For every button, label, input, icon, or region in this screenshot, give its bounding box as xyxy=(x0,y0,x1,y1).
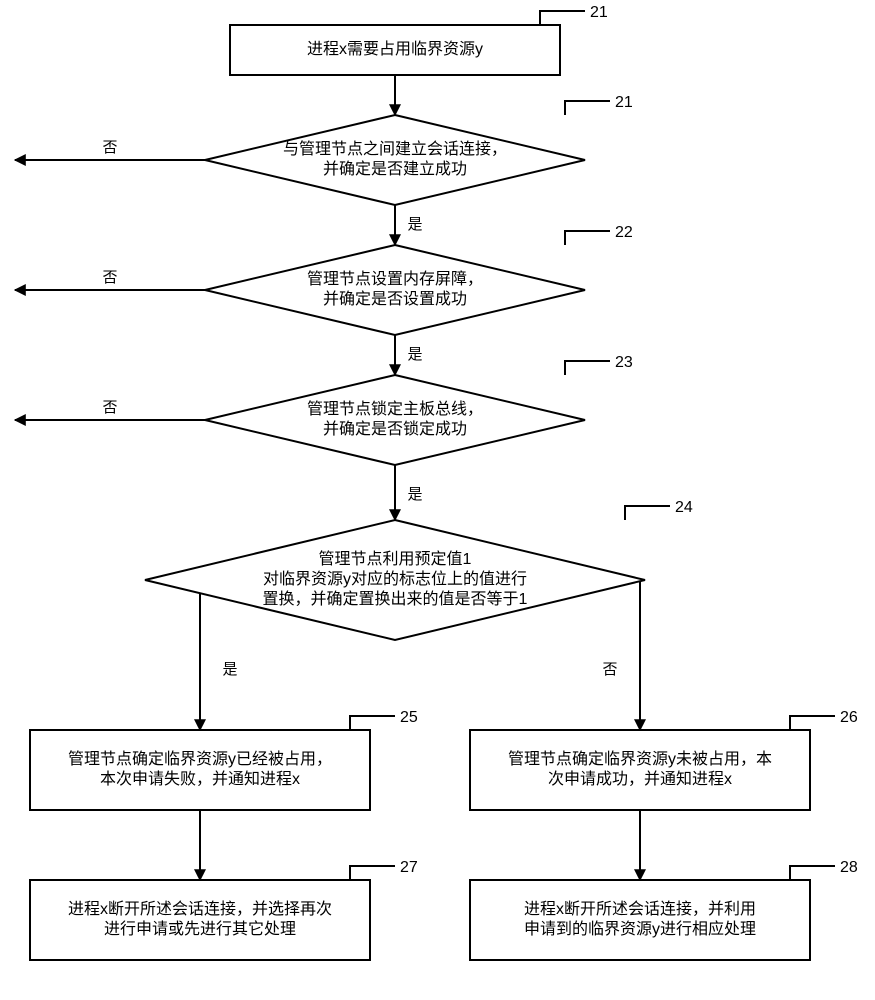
edge-label-3: 是 xyxy=(407,486,422,503)
node-text-n23-0: 管理节点锁定主板总线， xyxy=(307,400,483,418)
edge-label-6: 否 xyxy=(102,399,117,416)
callout-label-n21: 21 xyxy=(615,94,633,111)
node-text-n21-0: 与管理节点之间建立会话连接， xyxy=(283,140,507,158)
edge-label-7: 是 xyxy=(222,661,237,678)
callout-bracket-n24 xyxy=(625,506,670,520)
rect-n26 xyxy=(470,730,810,810)
node-text-n22-1: 并确定是否设置成功 xyxy=(323,290,467,308)
callout-bracket-n20 xyxy=(540,11,585,25)
node-n28: 进程x断开所述会话连接，并利用申请到的临界资源y进行相应处理 28 xyxy=(470,859,858,960)
diamond-n23 xyxy=(205,375,585,465)
rect-n28 xyxy=(470,880,810,960)
node-text-n24-0: 管理节点利用预定值1 xyxy=(319,550,472,568)
node-n25: 管理节点确定临界资源y已经被占用， 本次申请失败，并通知进程x 25 xyxy=(30,709,418,810)
node-n26: 管理节点确定临界资源y未被占用，本次申请成功，并通知进程x 26 xyxy=(470,709,858,810)
callout-label-n25: 25 xyxy=(400,709,418,726)
edge-label-4: 否 xyxy=(102,139,117,156)
rect-n25 xyxy=(30,730,370,810)
callout-label-n20: 21 xyxy=(590,4,608,21)
edge-label-2: 是 xyxy=(407,346,422,363)
node-text-n26-0: 管理节点确定临界资源y未被占用，本 xyxy=(508,750,772,768)
node-text-n24-1: 对临界资源y对应的标志位上的值进行 xyxy=(263,569,527,588)
node-n22: 管理节点设置内存屏障， 并确定是否设置成功 22 xyxy=(205,224,633,335)
node-n20: 进程x需要占用临界资源y 21 xyxy=(230,4,608,75)
node-text-n25-1: 本次申请失败，并通知进程x xyxy=(100,770,300,788)
node-text-n28-1: 申请到的临界资源y进行相应处理 xyxy=(524,919,756,938)
callout-bracket-n22 xyxy=(565,231,610,245)
node-text-n24-2: 置换，并确定置换出来的值是否等于1 xyxy=(263,590,528,608)
callout-label-n26: 26 xyxy=(840,709,858,726)
node-n21: 与管理节点之间建立会话连接， 并确定是否建立成功 21 xyxy=(205,94,633,205)
callout-label-n24: 24 xyxy=(675,499,693,516)
callout-bracket-n23 xyxy=(565,361,610,375)
flowchart-canvas: 是是是否否否是否进程x需要占用临界资源y21与管理节点之间建立会话连接，并确定是… xyxy=(0,0,875,1000)
node-n27: 进程x断开所述会话连接，并选择再次进行申请或先进行其它处理 27 xyxy=(30,859,418,960)
diamond-n22 xyxy=(205,245,585,335)
edge-label-1: 是 xyxy=(407,216,422,233)
callout-bracket-n25 xyxy=(350,716,395,730)
node-text-n22-0: 管理节点设置内存屏障， xyxy=(307,270,483,288)
node-text-n27-0: 进程x断开所述会话连接，并选择再次 xyxy=(68,900,332,918)
callout-bracket-n27 xyxy=(350,866,395,880)
node-text-n28-0: 进程x断开所述会话连接，并利用 xyxy=(524,900,756,918)
edge-label-8: 否 xyxy=(602,661,617,678)
node-text-n25-0: 管理节点确定临界资源y已经被占用， xyxy=(68,750,332,768)
node-n23: 管理节点锁定主板总线， 并确定是否锁定成功 23 xyxy=(205,354,633,465)
callout-label-n22: 22 xyxy=(615,224,633,241)
callout-bracket-n26 xyxy=(790,716,835,730)
node-text-n23-1: 并确定是否锁定成功 xyxy=(323,420,467,438)
callout-bracket-n28 xyxy=(790,866,835,880)
diamond-n21 xyxy=(205,115,585,205)
node-n24: 管理节点利用预定值1对临界资源y对应的标志位上的值进行置换，并确定置换出来的值是… xyxy=(145,499,693,640)
node-text-n21-1: 并确定是否建立成功 xyxy=(323,160,467,178)
node-text-n27-1: 进行申请或先进行其它处理 xyxy=(104,920,296,938)
rect-n27 xyxy=(30,880,370,960)
callout-label-n28: 28 xyxy=(840,859,858,876)
callout-label-n23: 23 xyxy=(615,354,633,371)
node-text-n20-0: 进程x需要占用临界资源y xyxy=(307,40,483,58)
node-text-n26-1: 次申请成功，并通知进程x xyxy=(548,770,732,788)
callout-bracket-n21 xyxy=(565,101,610,115)
edge-label-5: 否 xyxy=(102,269,117,286)
callout-label-n27: 27 xyxy=(400,859,418,876)
